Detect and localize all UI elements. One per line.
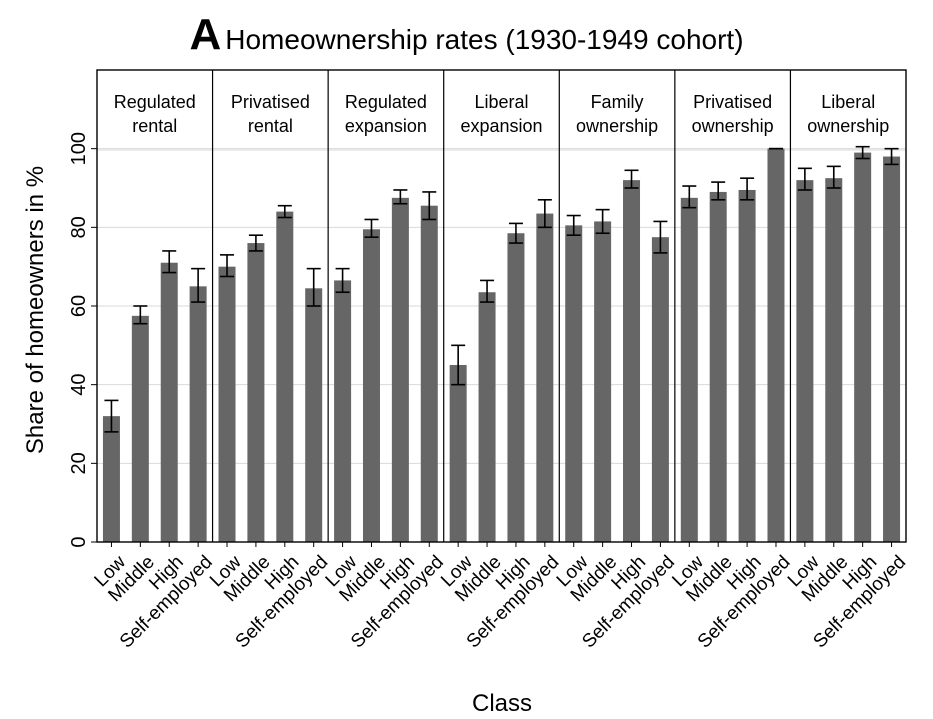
bar <box>651 237 669 542</box>
bar <box>594 221 612 542</box>
panel-header-label: Liberal <box>474 92 528 112</box>
panel-header-label: Privatised <box>693 92 772 112</box>
panel-header-label: expansion <box>345 116 427 136</box>
panel-header-label: ownership <box>576 116 658 136</box>
bar <box>334 280 352 542</box>
panel-header-label: Privatised <box>231 92 310 112</box>
panel-header-label: ownership <box>807 116 889 136</box>
y-tick-label: 0 <box>68 536 90 547</box>
y-tick-label: 20 <box>68 452 90 474</box>
bar <box>391 197 409 543</box>
bar <box>102 416 120 542</box>
y-tick-label: 100 <box>68 132 90 165</box>
bar <box>131 315 149 542</box>
bar <box>276 211 294 542</box>
bar <box>420 205 438 542</box>
panel-header-label: Liberal <box>821 92 875 112</box>
bar <box>767 148 785 542</box>
bar <box>449 365 467 542</box>
bar <box>189 286 207 542</box>
bar <box>305 288 323 542</box>
bar <box>507 233 525 542</box>
bar <box>796 180 814 542</box>
plot-frame <box>96 69 907 543</box>
panel-header-label: Regulated <box>114 92 196 112</box>
chart-title: A Homeownership rates (1930-1949 cohort) <box>0 10 933 60</box>
bar <box>536 213 554 543</box>
panel-header-label: Family <box>591 92 644 112</box>
y-axis-label: Share of homeowners in % <box>22 165 49 455</box>
bar <box>709 191 727 542</box>
bar <box>883 156 901 543</box>
y-tick-label: 40 <box>68 374 90 396</box>
bar <box>680 197 698 543</box>
bar <box>825 178 843 542</box>
panel-header-label: expansion <box>460 116 542 136</box>
bar <box>218 266 236 542</box>
title-text: Homeownership rates (1930-1949 cohort) <box>225 24 744 55</box>
y-tick-label: 80 <box>68 216 90 238</box>
bar <box>854 152 872 542</box>
bar <box>623 180 641 542</box>
bar <box>160 262 178 542</box>
panel-header-label: ownership <box>692 116 774 136</box>
bar <box>247 243 265 543</box>
panel-header-label: Regulated <box>345 92 427 112</box>
bar <box>565 225 583 542</box>
y-tick-label: 60 <box>68 295 90 317</box>
bar <box>478 292 496 542</box>
x-axis-label: Class <box>471 690 533 717</box>
panel-letter: A <box>189 10 222 59</box>
panel-header-label: rental <box>248 116 293 136</box>
bar <box>738 189 756 542</box>
panel-header-label: rental <box>132 116 177 136</box>
bar <box>362 229 380 543</box>
